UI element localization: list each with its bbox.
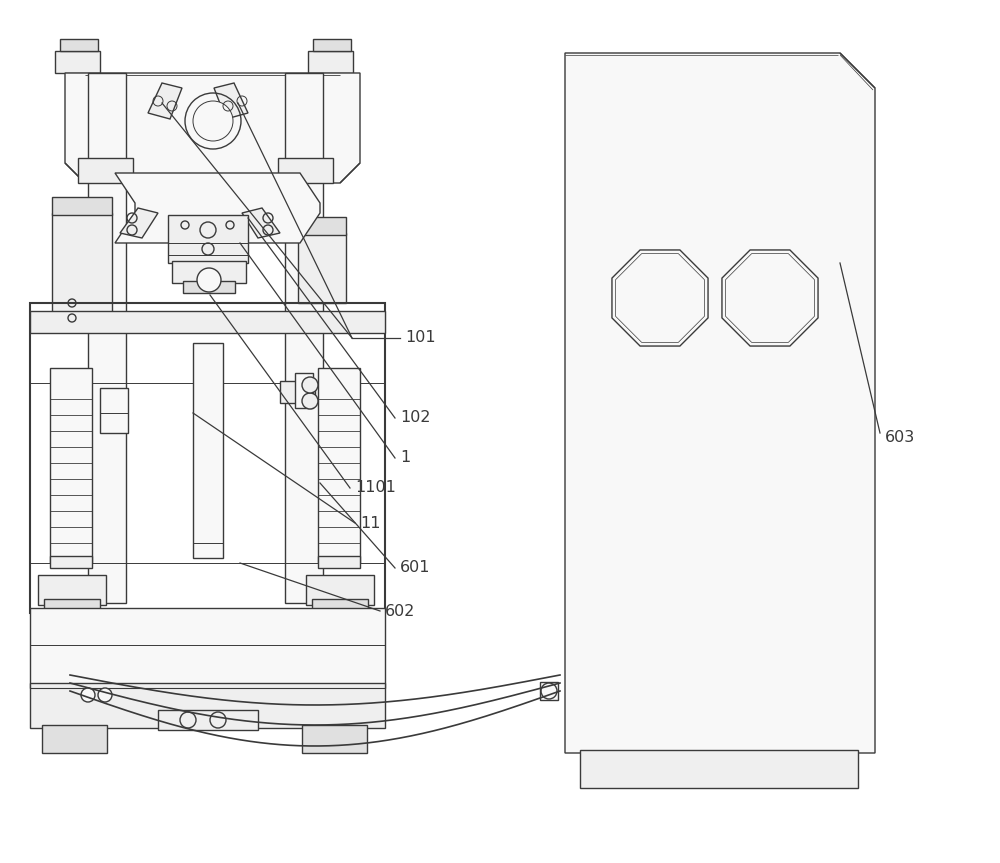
Bar bbox=[540, 682, 558, 700]
Bar bbox=[88, 73, 126, 603]
Bar bbox=[172, 261, 246, 283]
Text: 601: 601 bbox=[400, 560, 430, 576]
Circle shape bbox=[81, 688, 95, 702]
Text: 602: 602 bbox=[385, 603, 415, 619]
Bar bbox=[30, 683, 385, 728]
Bar bbox=[30, 311, 385, 333]
Bar bbox=[298, 233, 346, 303]
Circle shape bbox=[302, 377, 318, 393]
Bar bbox=[193, 343, 223, 558]
Bar bbox=[298, 217, 346, 235]
Bar bbox=[312, 599, 368, 611]
Bar bbox=[52, 213, 112, 323]
Polygon shape bbox=[115, 173, 320, 243]
Bar bbox=[280, 381, 315, 403]
Circle shape bbox=[98, 688, 112, 702]
Text: 603: 603 bbox=[885, 431, 915, 445]
Bar bbox=[38, 575, 106, 605]
Text: 102: 102 bbox=[400, 411, 430, 425]
Polygon shape bbox=[148, 83, 182, 119]
Bar bbox=[318, 556, 360, 568]
Bar bbox=[50, 556, 92, 568]
Circle shape bbox=[197, 268, 221, 292]
Bar bbox=[42, 725, 107, 753]
Bar bbox=[308, 51, 353, 73]
Polygon shape bbox=[65, 73, 360, 183]
Polygon shape bbox=[120, 208, 158, 238]
Bar bbox=[313, 39, 351, 51]
Bar bbox=[55, 51, 100, 73]
Bar bbox=[60, 39, 98, 51]
Bar bbox=[44, 599, 100, 611]
Text: 11: 11 bbox=[360, 515, 380, 531]
Polygon shape bbox=[214, 83, 248, 119]
Bar bbox=[278, 158, 333, 183]
Bar bbox=[158, 710, 258, 730]
Bar bbox=[302, 725, 367, 753]
Circle shape bbox=[302, 393, 318, 409]
Bar bbox=[78, 158, 133, 183]
Bar bbox=[318, 368, 360, 563]
Bar bbox=[100, 388, 128, 433]
Bar bbox=[285, 73, 323, 603]
Text: 1: 1 bbox=[400, 450, 410, 465]
Text: 101: 101 bbox=[405, 331, 436, 345]
Bar bbox=[306, 575, 374, 605]
Bar bbox=[50, 368, 92, 563]
Bar bbox=[52, 197, 112, 215]
Bar bbox=[295, 373, 313, 408]
Bar bbox=[183, 281, 235, 293]
Bar bbox=[580, 750, 858, 788]
Text: 1101: 1101 bbox=[355, 481, 396, 495]
Bar bbox=[30, 303, 385, 613]
Polygon shape bbox=[242, 208, 280, 238]
Circle shape bbox=[193, 101, 233, 141]
Polygon shape bbox=[565, 53, 875, 753]
Bar bbox=[168, 215, 248, 263]
Bar bbox=[30, 608, 385, 688]
